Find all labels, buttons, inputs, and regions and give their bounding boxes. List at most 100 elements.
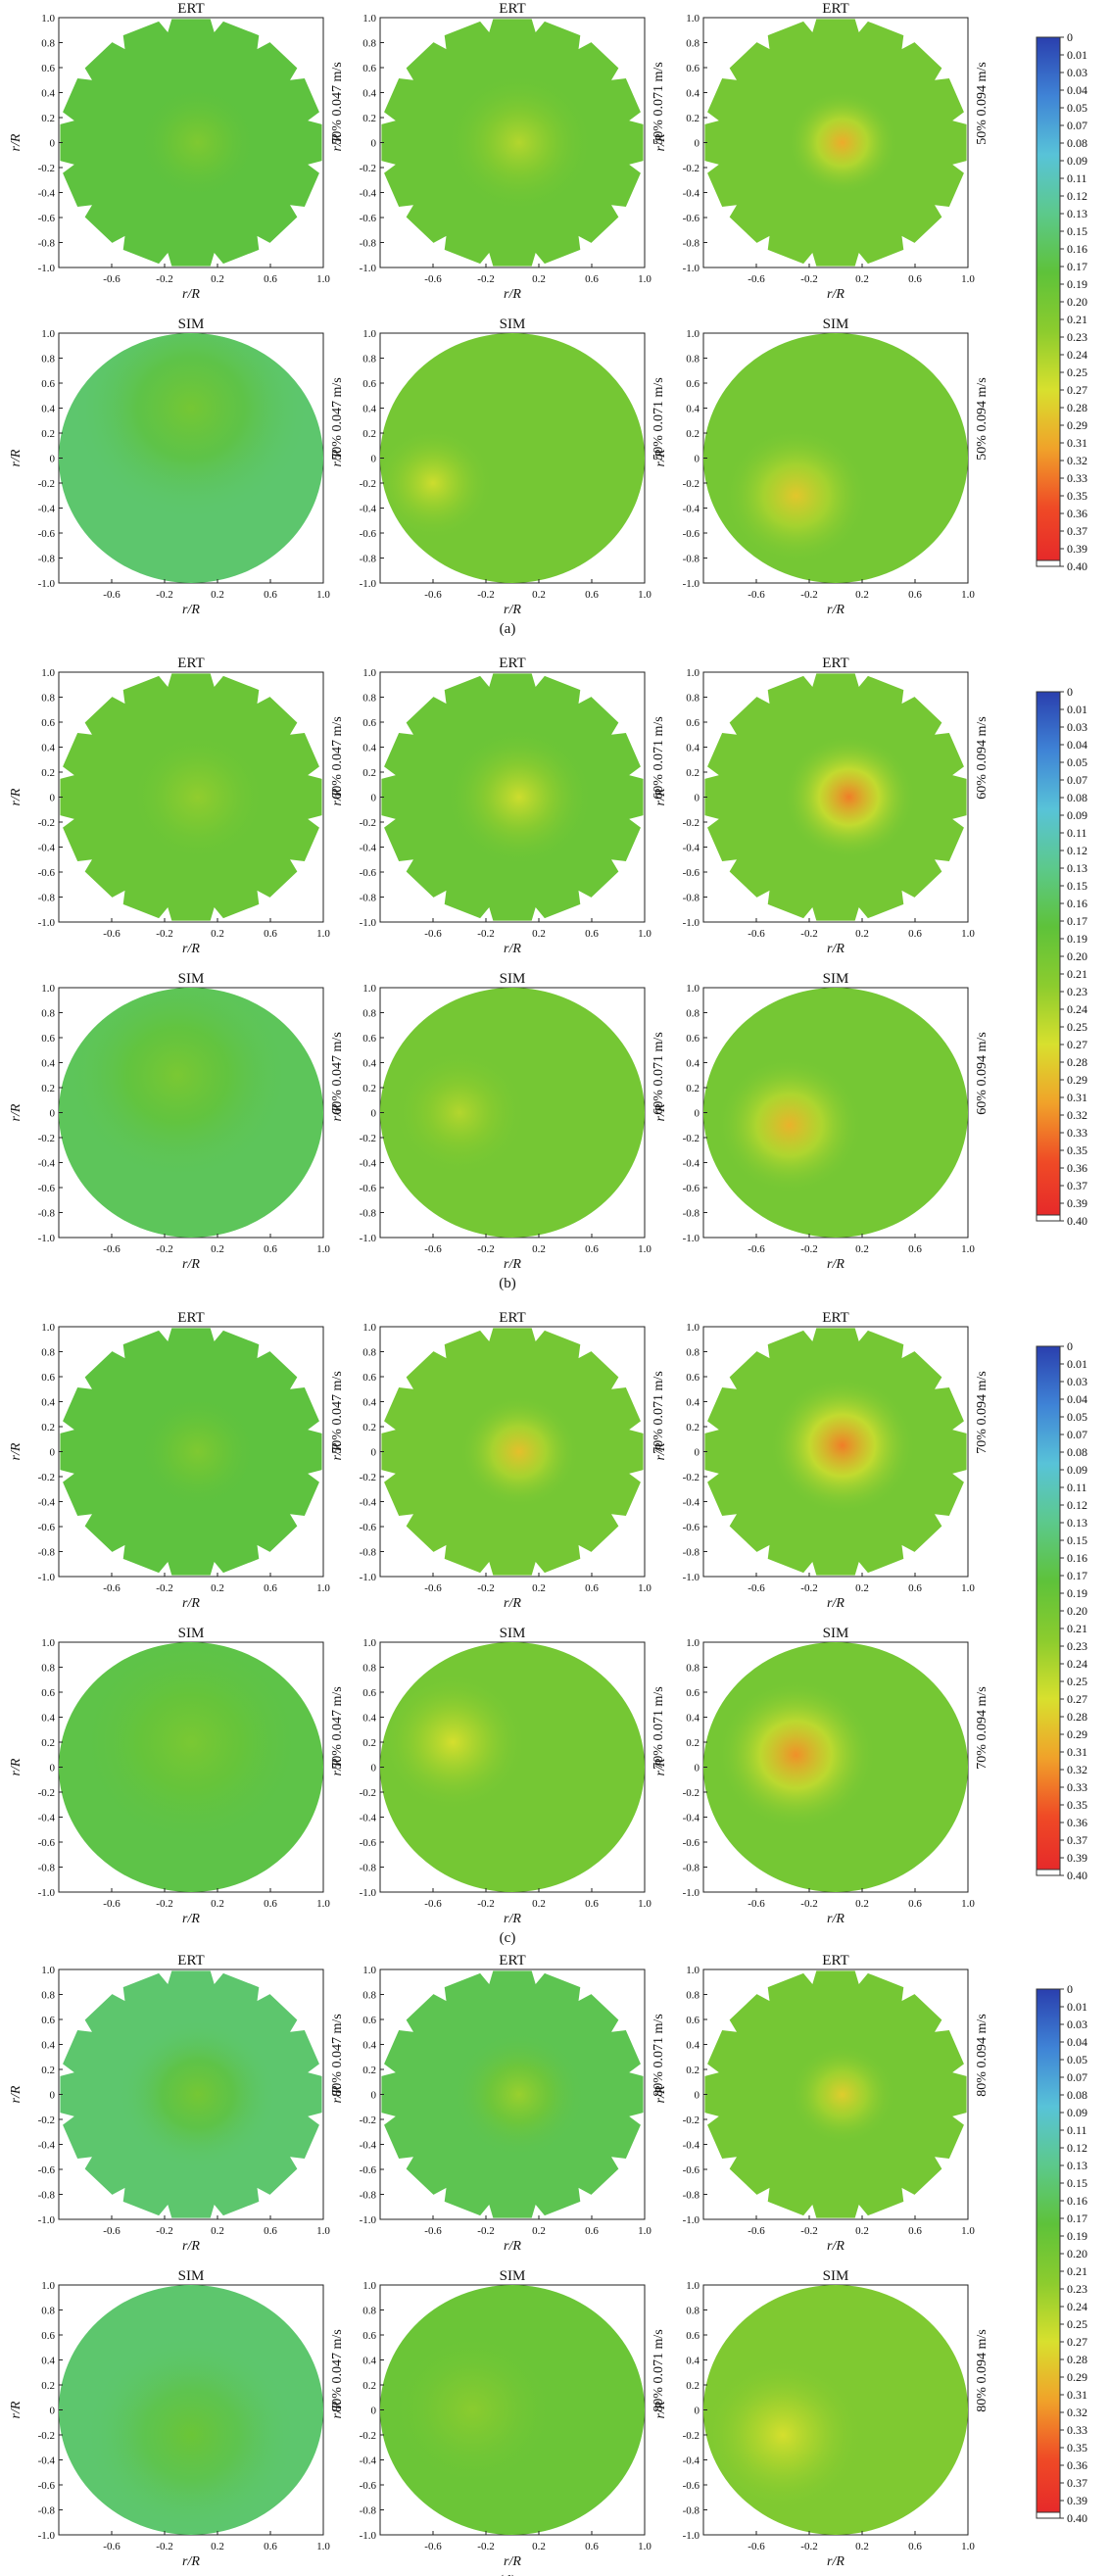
y-tick-label: 0.4 (686, 2356, 700, 2367)
colorbar-tick-label: 0.37 (1067, 2476, 1087, 2490)
x-tick-label: -0.6 (103, 2541, 121, 2552)
heatmap-blob (703, 2359, 862, 2510)
panel-ert-2: ERT 1.0 0.8 0.6 0.4 0.2 0 -0.2 -0.4 -0.6 -0.8 -1.0 -… (330, 1953, 666, 2254)
heatmap-field (704, 19, 967, 267)
x-tick-label: 1.0 (316, 1898, 330, 1910)
y-tick-label: -0.8 (683, 1208, 700, 1220)
x-tick-label: 0.2 (855, 1898, 869, 1910)
colorbar-tick-label: 0.19 (1067, 1586, 1087, 1600)
y-tick-label: -0.4 (683, 188, 700, 200)
y-tick-label: -0.2 (360, 478, 376, 490)
y-tick-label: -0.4 (360, 2140, 377, 2152)
x-tick-label: 0.6 (908, 1243, 922, 1255)
y-tick-label: -0.4 (360, 1497, 377, 1509)
condition-label: 80% 0.047 m/s (330, 2329, 345, 2411)
x-axis-label: r/R (504, 2239, 521, 2254)
y-axis-label: r/R (330, 1758, 345, 1775)
y-tick-label: 0.2 (362, 2065, 376, 2076)
y-axis-label: r/R (9, 2085, 24, 2103)
y-tick-label: 0 (371, 1447, 377, 1459)
condition-label: 80% 0.071 m/s (652, 2329, 666, 2411)
x-tick-label: -0.2 (477, 273, 494, 285)
y-tick-label: 1.0 (686, 1965, 700, 1976)
condition-label: 70% 0.094 m/s (975, 1371, 989, 1453)
condition-label: 70% 0.094 m/s (975, 1686, 989, 1769)
y-tick-label: 1.0 (41, 2280, 55, 2292)
y-tick-label: 0.8 (362, 38, 376, 50)
y-tick-label: -0.6 (683, 2164, 700, 2176)
x-axis-label: r/R (504, 1257, 521, 1272)
y-tick-label: 0.8 (362, 2306, 376, 2317)
x-tick-label: -0.2 (156, 1898, 172, 1910)
colorbar-scale (1036, 691, 1061, 1222)
condition-label: 60% 0.071 m/s (652, 1032, 666, 1114)
y-tick-label: -1.0 (360, 1887, 377, 1899)
y-tick-label: -0.6 (360, 1522, 377, 1533)
colorbar-tick-label: 0.17 (1067, 2211, 1087, 2225)
x-tick-label: 0.6 (585, 1243, 599, 1255)
heatmap-field (703, 333, 968, 583)
group-caption: (a) (500, 621, 516, 637)
heatmap-blob (393, 2335, 553, 2485)
y-tick-label: -0.4 (683, 1497, 700, 1509)
x-tick-label: 0.6 (264, 1582, 277, 1594)
y-tick-label: -0.6 (38, 1837, 56, 1849)
colorbar-tick-label: 0.03 (1067, 1375, 1087, 1388)
y-tick-label: -0.6 (683, 2480, 700, 2492)
y-tick-label: 0.2 (41, 2380, 55, 2392)
y-tick-label: 0.2 (41, 428, 55, 440)
x-tick-label: -0.6 (424, 589, 442, 601)
colorbar-tick-label: 0.05 (1067, 2053, 1087, 2066)
colorbar-tick-label: 0.25 (1067, 1675, 1087, 1688)
y-tick-label: -0.2 (38, 1133, 55, 1144)
x-tick-label: 0.6 (908, 589, 922, 601)
condition-label: 80% 0.094 m/s (975, 2329, 989, 2411)
x-tick-label: 1.0 (316, 1582, 330, 1594)
x-tick-label: 1.0 (961, 928, 975, 940)
heatmap-blob (393, 1049, 526, 1176)
x-axis-label: r/R (827, 1912, 845, 1926)
y-tick-label: 1.0 (686, 667, 700, 679)
condition-label: 60% 0.047 m/s (330, 1032, 345, 1114)
y-tick-label: 0.4 (686, 2040, 700, 2052)
colorbar-tick-label: 0.19 (1067, 932, 1087, 946)
panel-ert-1: ERT 1.0 0.8 0.6 0.4 0.2 0 -0.2 -0.4 -0.6 -0.8 -1.0 -… (9, 1310, 345, 1611)
panel-ert-1: ERT 1.0 0.8 0.6 0.4 0.2 0 -0.2 -0.4 -0.6 -0.8 -1.0 -… (9, 1953, 345, 2254)
x-tick-label: -0.6 (424, 1243, 442, 1255)
y-tick-label: -0.8 (360, 2505, 377, 2517)
y-tick-label: -0.4 (360, 1813, 377, 1824)
y-tick-label: 0.6 (362, 1372, 376, 1384)
colorbar-tick-label: 0.20 (1067, 949, 1087, 963)
heatmap-blob (138, 1395, 258, 1508)
y-tick-label: -0.4 (360, 1158, 377, 1170)
colorbar-end-cap (1036, 2511, 1061, 2519)
y-tick-label: -1.0 (38, 917, 56, 929)
colorbar-tick-label: 0.21 (1067, 1622, 1087, 1635)
panel-title: SIM (178, 1626, 205, 1641)
y-tick-label: 0.8 (362, 1663, 376, 1675)
y-tick-label: -0.6 (360, 2480, 377, 2492)
colorbar-tick-label: 0.28 (1067, 2353, 1087, 2366)
y-tick-label: 0.8 (686, 693, 700, 705)
y-tick-label: 1.0 (362, 667, 376, 679)
y-tick-label: 0.6 (41, 63, 55, 74)
x-tick-label: -0.6 (748, 928, 765, 940)
y-tick-label: 0.4 (362, 1397, 376, 1409)
colorbar-tick-label: 0.24 (1067, 1002, 1087, 1016)
y-tick-label: 0.8 (686, 1008, 700, 1020)
y-axis-label: r/R (330, 1442, 345, 1460)
y-axis-label: r/R (9, 1103, 24, 1121)
y-tick-label: -0.6 (360, 1837, 377, 1849)
colorbar-tick-label: 0.13 (1067, 2159, 1087, 2172)
y-tick-label: 0.4 (686, 404, 700, 415)
colorbar: 0 0.01 0.03 0.04 0.05 0.07 0.08 0.09 0.11 0.12 0.1… (1036, 1982, 1087, 2525)
x-tick-label: 1.0 (961, 273, 975, 285)
colorbar-tick-label: 0.36 (1067, 2458, 1087, 2472)
colorbar-tick-label: 0.27 (1067, 1038, 1087, 1051)
panel-sim-2: SIM 1.0 0.8 0.6 0.4 0.2 0 -0.2 -0.4 -0.6 -0.8 -1.0 -… (330, 2268, 666, 2569)
x-tick-label: -0.2 (800, 1898, 817, 1910)
y-tick-label: -0.2 (38, 163, 55, 174)
x-axis-label: r/R (504, 1596, 521, 1611)
x-tick-label: 0.6 (264, 1898, 277, 1910)
panel-ert-3: ERT 1.0 0.8 0.6 0.4 0.2 0 -0.2 -0.4 -0.6 -0.8 -1.0 -… (653, 1, 989, 302)
